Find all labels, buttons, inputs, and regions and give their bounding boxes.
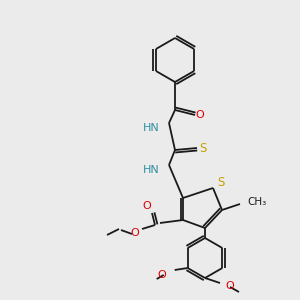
- Text: O: O: [226, 281, 234, 291]
- Text: O: O: [196, 110, 204, 120]
- Text: CH₃: CH₃: [247, 197, 266, 207]
- Text: HN: HN: [143, 123, 160, 133]
- Text: O: O: [130, 228, 140, 238]
- Text: S: S: [217, 176, 225, 190]
- Text: S: S: [199, 142, 207, 154]
- Text: O: O: [157, 270, 166, 280]
- Text: HN: HN: [143, 165, 160, 175]
- Text: O: O: [142, 201, 152, 211]
